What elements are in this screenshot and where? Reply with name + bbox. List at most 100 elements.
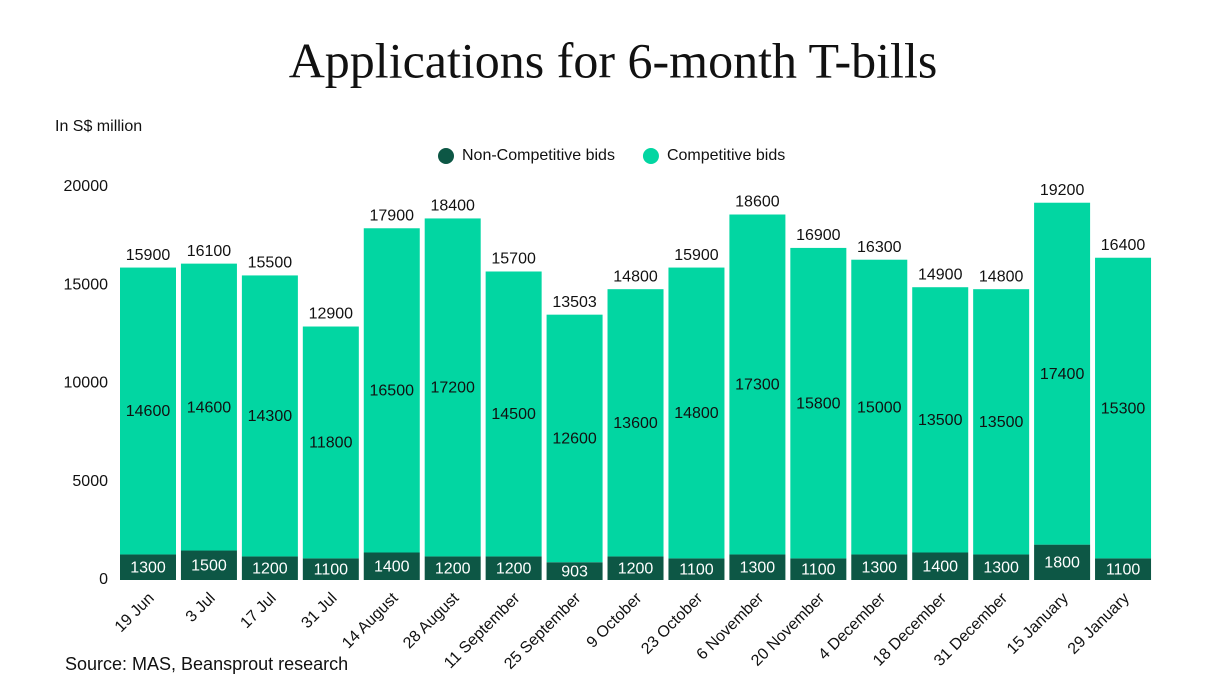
x-tick-label: 31 Jul [298, 590, 340, 632]
total-label: 12900 [309, 306, 354, 323]
bar-segment [546, 314, 603, 563]
bar-segment [302, 558, 359, 580]
source-note: Source: MAS, Beansprout research [65, 654, 348, 674]
bar-segment [485, 556, 542, 580]
total-label: 15900 [126, 247, 171, 264]
y-tick-label: 0 [99, 571, 108, 588]
value-label: 1400 [374, 558, 410, 575]
value-label: 12600 [552, 431, 597, 448]
bar-segment [973, 554, 1030, 580]
value-label: 15800 [796, 395, 841, 412]
value-label: 1300 [130, 559, 166, 576]
bar-segment [790, 247, 847, 559]
x-tick-label: 3 Jul [183, 590, 219, 626]
x-tick-label: 19 Jun [112, 590, 158, 636]
bar-segment [363, 228, 420, 553]
x-tick-label: 28 August [400, 589, 463, 652]
bar-segment [790, 558, 847, 580]
value-label: 1400 [922, 558, 958, 575]
bar-segment [973, 289, 1030, 555]
bar-segment [912, 552, 969, 580]
bar-segment [851, 554, 908, 580]
value-label: 1200 [496, 560, 532, 577]
total-label: 14800 [979, 268, 1024, 285]
value-label: 14600 [126, 403, 171, 420]
y-tick-label: 10000 [64, 375, 109, 392]
total-label: 18600 [735, 194, 780, 211]
bar-segment [912, 287, 969, 553]
bar-segment [729, 214, 786, 555]
bar-segment [120, 267, 176, 555]
total-label: 13503 [552, 294, 597, 311]
bar-segment [1095, 257, 1152, 559]
x-tick-label: 17 Jul [237, 590, 279, 632]
x-tick-label: 29 January [1065, 590, 1133, 658]
bar-segment [607, 556, 664, 580]
y-tick-label: 5000 [72, 473, 108, 490]
value-label: 1300 [861, 559, 897, 576]
value-label: 16500 [370, 383, 415, 400]
legend-swatch [642, 148, 659, 164]
value-label: 1500 [191, 557, 227, 574]
legend-label: Non-Competitive bids [462, 147, 615, 164]
bar-segment [1034, 202, 1091, 545]
value-label: 14600 [187, 399, 232, 416]
bar-segment [241, 275, 298, 557]
total-label: 16300 [857, 239, 902, 256]
value-label: 17300 [735, 377, 780, 394]
x-tick-label: 14 August [339, 589, 402, 652]
bar-segment [485, 271, 542, 557]
total-label: 17900 [370, 207, 415, 224]
value-label: 1100 [801, 561, 836, 578]
value-label: 13500 [979, 414, 1024, 431]
bar-segment [1095, 558, 1152, 580]
bar-segment [180, 263, 237, 551]
value-label: 15300 [1101, 400, 1146, 417]
value-label: 14500 [491, 406, 536, 423]
legend-label: Competitive bids [667, 147, 785, 164]
value-label: 1300 [740, 559, 776, 576]
x-tick-label: 15 January [1004, 590, 1072, 658]
legend-swatch [438, 148, 454, 164]
bar-segment [363, 552, 420, 580]
value-label: 17200 [430, 380, 475, 397]
value-label: 14300 [248, 408, 293, 425]
bar-segment [668, 267, 725, 559]
value-label: 13600 [613, 415, 658, 432]
total-label: 18400 [430, 198, 475, 215]
total-label: 15700 [491, 251, 536, 268]
x-tick-label: 9 October [584, 589, 646, 651]
value-label: 1200 [252, 560, 288, 577]
bar-segment [424, 218, 481, 557]
total-label: 16100 [187, 243, 232, 260]
value-label: 14800 [674, 405, 719, 422]
y-tick-label: 20000 [64, 178, 109, 195]
value-label: 1200 [435, 560, 471, 577]
value-label: 15000 [857, 399, 902, 416]
value-label: 1100 [679, 561, 714, 578]
value-label: 11800 [309, 435, 352, 452]
total-label: 16400 [1101, 237, 1146, 254]
value-label: 1800 [1044, 555, 1080, 572]
bar-segment [180, 550, 237, 580]
total-label: 14800 [613, 268, 658, 285]
value-label: 13500 [918, 412, 963, 429]
total-label: 15900 [674, 247, 719, 264]
bar-segment [120, 554, 176, 580]
bar-segment [851, 259, 908, 555]
value-label: 903 [561, 563, 588, 580]
y-tick-label: 15000 [64, 276, 109, 293]
bar-segment [668, 558, 725, 580]
bar-segment [607, 289, 664, 557]
value-label: 1100 [1106, 561, 1141, 578]
total-label: 14900 [918, 266, 963, 283]
bar-segment [1034, 544, 1091, 580]
bar-segment [546, 562, 603, 580]
total-label: 19200 [1040, 182, 1085, 199]
bar-segment [241, 556, 298, 580]
value-label: 1200 [618, 560, 654, 577]
chart-title: Applications for 6-month T-bills [289, 32, 938, 88]
value-label: 17400 [1040, 366, 1085, 383]
value-label: 1100 [314, 561, 349, 578]
